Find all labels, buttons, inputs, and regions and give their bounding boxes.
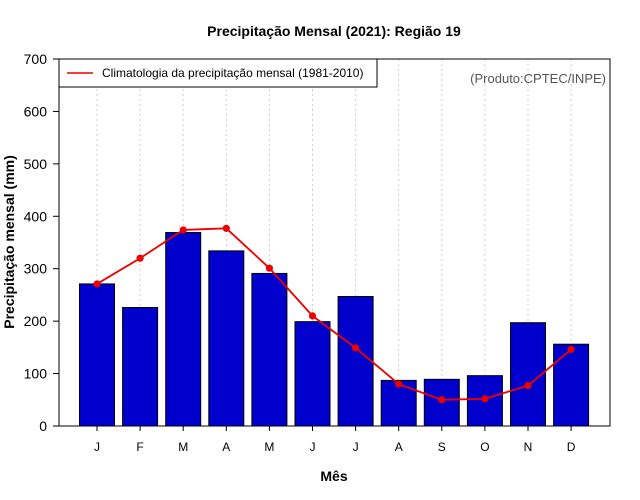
x-tick-label: F	[136, 440, 143, 454]
climatology-point	[438, 396, 446, 404]
climatology-point	[567, 345, 575, 354]
bar	[165, 232, 202, 427]
y-tick-label: 700	[24, 51, 48, 67]
y-tick-label: 400	[24, 208, 48, 224]
y-axis: 0 100 200 300 400 500 600 700	[24, 51, 59, 434]
climatology-polyline	[96, 227, 572, 401]
legend: Climatologia da precipitação mensal (198…	[58, 58, 378, 88]
bar	[337, 296, 374, 427]
climatology-line	[93, 224, 575, 404]
x-tick-label: J	[353, 440, 359, 454]
x-tick-label: D	[567, 440, 576, 454]
y-tick-label: 300	[24, 261, 48, 277]
x-tick-label: J	[310, 440, 316, 454]
bar	[510, 322, 546, 427]
climatology-point	[179, 226, 187, 234]
climatology-point	[395, 380, 403, 388]
bar	[251, 272, 288, 427]
y-axis-label: Precipitação mensal (mm)	[1, 155, 17, 329]
y-tick-label: 200	[24, 313, 48, 329]
x-tick-label: A	[222, 440, 230, 454]
climatology-point	[481, 395, 489, 403]
bar	[79, 283, 115, 427]
climatology-point	[222, 224, 230, 232]
climatology-point	[93, 280, 101, 288]
x-tick-label: A	[395, 440, 403, 454]
y-tick-label: 500	[24, 156, 48, 172]
bar	[553, 343, 590, 427]
y-tick-label: 600	[24, 103, 48, 119]
x-tick-label: N	[524, 440, 533, 454]
credit-annotation: (Produto:CPTEC/INPE)	[470, 71, 606, 86]
bars	[79, 232, 590, 427]
x-tick-label: O	[480, 440, 489, 454]
y-tick-label: 100	[24, 366, 48, 382]
bar	[208, 250, 245, 427]
climatology-point	[265, 264, 273, 272]
x-tick-label: J	[94, 440, 100, 454]
climatology-point	[524, 382, 532, 390]
climatology-point	[136, 254, 144, 262]
legend-entry: Climatologia da precipitação mensal (198…	[102, 66, 363, 80]
x-axis-label: Mês	[320, 468, 347, 484]
y-tick-label: 0	[39, 418, 47, 434]
bar	[294, 321, 331, 427]
x-tick-label: M	[264, 440, 274, 454]
bar	[122, 307, 159, 427]
climatology-point	[308, 312, 317, 320]
legend-box	[58, 58, 378, 88]
climatology-point	[352, 344, 360, 352]
chart-title: Precipitação Mensal (2021): Região 19	[207, 23, 461, 39]
x-tick-label: M	[178, 440, 188, 454]
x-tick-label: S	[438, 440, 446, 454]
